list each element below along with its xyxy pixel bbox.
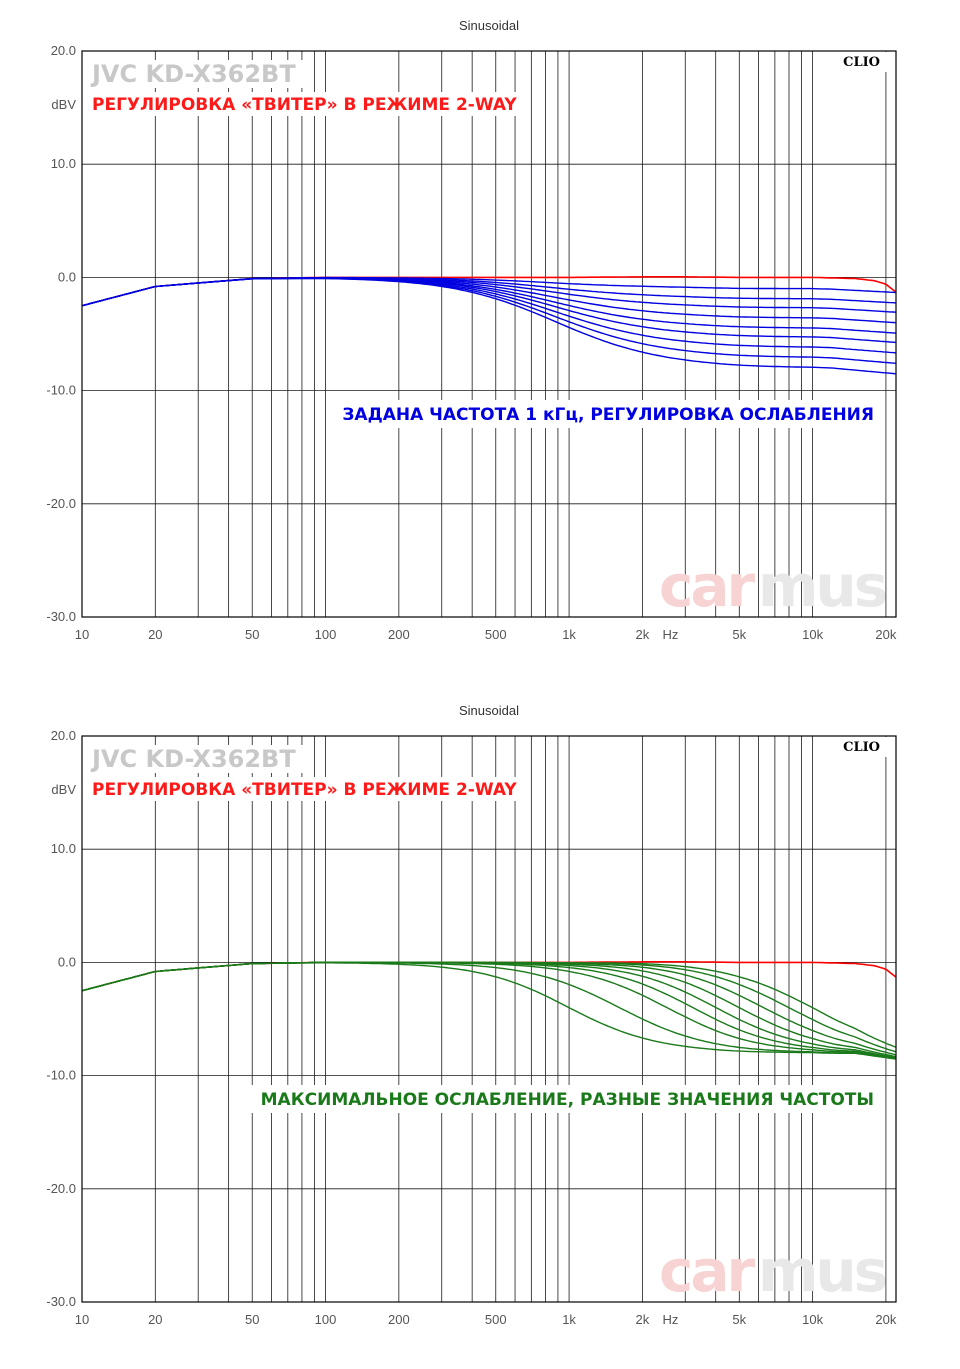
label-backing: [834, 52, 888, 72]
chart-subtitle: РЕГУЛИРОВКА «ТВИТЕР» В РЕЖИМЕ 2-WAY: [92, 95, 517, 115]
y-axis-label: dBV: [51, 782, 76, 797]
model-label: JVC KD-X362BT: [90, 60, 296, 88]
y-tick-label: -20.0: [46, 496, 76, 511]
x-tick-label: 10k: [802, 627, 823, 642]
x-tick-label: 2k: [636, 1312, 650, 1327]
x-axis-label: Hz: [662, 1312, 678, 1327]
x-tick-label: 200: [388, 627, 410, 642]
chart-annotation: ЗАДАНА ЧАСТОТА 1 кГц, РЕГУЛИРОВКА ОСЛАБЛ…: [342, 405, 874, 425]
label-backing: [88, 60, 306, 88]
x-tick-label: 100: [315, 627, 337, 642]
model-label: JVC KD-X362BT: [90, 745, 296, 773]
x-tick-label: 200: [388, 1312, 410, 1327]
y-tick-label: -10.0: [46, 383, 76, 398]
watermark: car mus: [659, 552, 889, 620]
x-tick-label: 500: [485, 1312, 507, 1327]
label-backing: [242, 1085, 878, 1113]
y-tick-label: 0.0: [58, 269, 76, 284]
chart-top: Sinusoidal JVC KD-X362BT РЕГУЛИРОВКА «ТВИТ…: [0, 0, 960, 684]
chart-title: Sinusoidal: [459, 18, 519, 33]
x-tick-label: 20: [148, 1312, 162, 1327]
label-backing: [88, 745, 306, 773]
brand-label: CLIO: [843, 55, 880, 70]
x-tick-label: 20: [148, 627, 162, 642]
chart-bottom: Sinusoidal JVC KD-X362BT РЕГУЛИРОВКА «ТВИТ…: [0, 685, 960, 1369]
chart-title: Sinusoidal: [459, 703, 519, 718]
chart-bottom-svg: Sinusoidal JVC KD-X362BT РЕГУЛИРОВКА «ТВИТ…: [46, 703, 897, 1327]
y-tick-label: 20.0: [51, 728, 76, 743]
x-tick-label: 1k: [562, 1312, 576, 1327]
chart-subtitle: РЕГУЛИРОВКА «ТВИТЕР» В РЕЖИМЕ 2-WAY: [92, 780, 517, 800]
curves: [82, 961, 896, 1060]
x-tick-label: 2k: [636, 627, 650, 642]
curves: [82, 276, 896, 375]
y-tick-label: -30.0: [46, 609, 76, 624]
y-tick-label: 10.0: [51, 841, 76, 856]
label-backing: [834, 737, 888, 757]
x-tick-label: 500: [485, 627, 507, 642]
x-tick-label: 10k: [802, 1312, 823, 1327]
y-tick-label: 0.0: [58, 954, 76, 969]
label-backing: [88, 777, 524, 801]
plot-frame: [81, 735, 897, 1303]
watermark-mus: mus: [758, 1237, 886, 1305]
label-backing: [336, 400, 878, 428]
x-tick-label: 10: [75, 627, 89, 642]
x-tick-label: 20k: [875, 627, 896, 642]
plot-area: [82, 51, 896, 617]
x-tick-label: 5k: [732, 627, 746, 642]
chart-top-svg: Sinusoidal JVC KD-X362BT РЕГУЛИРОВКА «ТВИТ…: [46, 18, 897, 642]
label-backing: [88, 92, 524, 116]
x-tick-label: 10: [75, 1312, 89, 1327]
plot-area: [82, 736, 896, 1302]
x-tick-label: 50: [245, 1312, 259, 1327]
watermark: car mus: [659, 1237, 889, 1305]
y-tick-label: 10.0: [51, 156, 76, 171]
grid: [82, 51, 896, 617]
watermark-mus: mus: [758, 552, 886, 620]
x-tick-label: 100: [315, 1312, 337, 1327]
y-tick-label: -10.0: [46, 1068, 76, 1083]
chart-annotation: МАКСИМАЛЬНОЕ ОСЛАБЛЕНИЕ, РАЗНЫЕ ЗНАЧЕНИЯ…: [261, 1090, 874, 1110]
plot-frame: [81, 50, 897, 618]
watermark-car: car: [659, 552, 756, 620]
brand-label: CLIO: [843, 740, 880, 755]
watermark-car: car: [659, 1237, 756, 1305]
x-tick-label: 5k: [732, 1312, 746, 1327]
series-curve: [82, 277, 896, 375]
y-axis-label: dBV: [51, 97, 76, 112]
x-tick-label: 1k: [562, 627, 576, 642]
x-tick-label: 20k: [875, 1312, 896, 1327]
y-tick-label: -30.0: [46, 1294, 76, 1309]
x-tick-label: 50: [245, 627, 259, 642]
series-curve: [82, 961, 896, 1048]
y-tick-label: -20.0: [46, 1181, 76, 1196]
x-axis-label: Hz: [662, 627, 678, 642]
y-tick-label: 20.0: [51, 43, 76, 58]
